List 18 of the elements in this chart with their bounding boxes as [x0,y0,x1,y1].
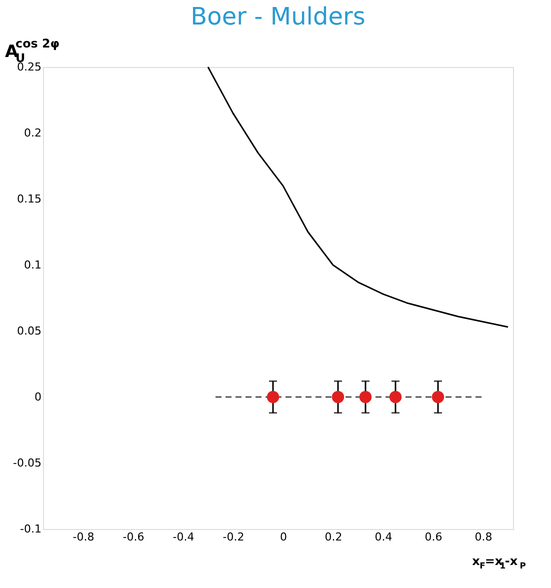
y-tick-label: 0.2 [24,126,42,140]
y-tick-label: 0.1 [24,258,42,272]
y-tick-label: 0 [34,390,42,404]
x-tick-label: -0.2 [222,530,244,544]
x-tick-label: -0.6 [122,530,144,544]
chart-title: Boer - Mulders [190,2,366,31]
y-tick-label: -0.1 [20,522,42,536]
y-tick-label: 0.05 [17,324,42,338]
x-tick-label: -0.4 [172,530,194,544]
line-series [207,66,509,328]
x-tick-label: 0.4 [374,530,392,544]
y-tick-label: 0.15 [17,192,42,206]
x-tick-label: -0.8 [72,530,94,544]
y-tick-label: -0.05 [13,456,42,470]
x-tick-label: 0.2 [324,530,342,544]
x-tick-label: 0 [280,530,287,544]
x-tick-label: 0.6 [424,530,442,544]
x-tick-label: 0.8 [474,530,492,544]
